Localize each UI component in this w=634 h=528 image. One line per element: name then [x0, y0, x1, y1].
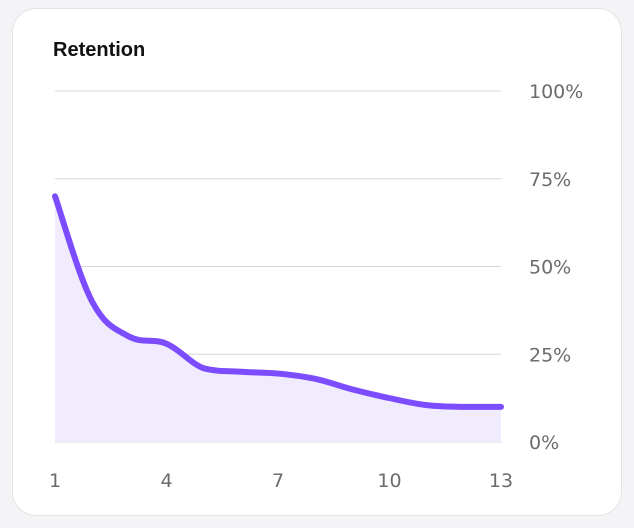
x-axis-ticks: 1 4 7 10 13 [49, 470, 513, 492]
y-tick-label: 0% [529, 432, 559, 454]
y-tick-label: 75% [529, 169, 571, 191]
y-tick-label: 50% [529, 257, 571, 279]
y-tick-label: 25% [529, 344, 571, 366]
retention-line [52, 193, 504, 410]
chart-title: Retention [53, 39, 146, 61]
x-tick-label: 1 [49, 470, 61, 492]
y-axis-ticks: 0% 25% 50% 75% 100% [529, 81, 583, 454]
y-tick-label: 100% [529, 81, 583, 103]
x-tick-label: 7 [272, 470, 284, 492]
x-tick-label: 10 [377, 470, 401, 492]
retention-area [55, 196, 501, 442]
x-tick-label: 4 [160, 470, 172, 492]
x-tick-label: 13 [489, 470, 513, 492]
